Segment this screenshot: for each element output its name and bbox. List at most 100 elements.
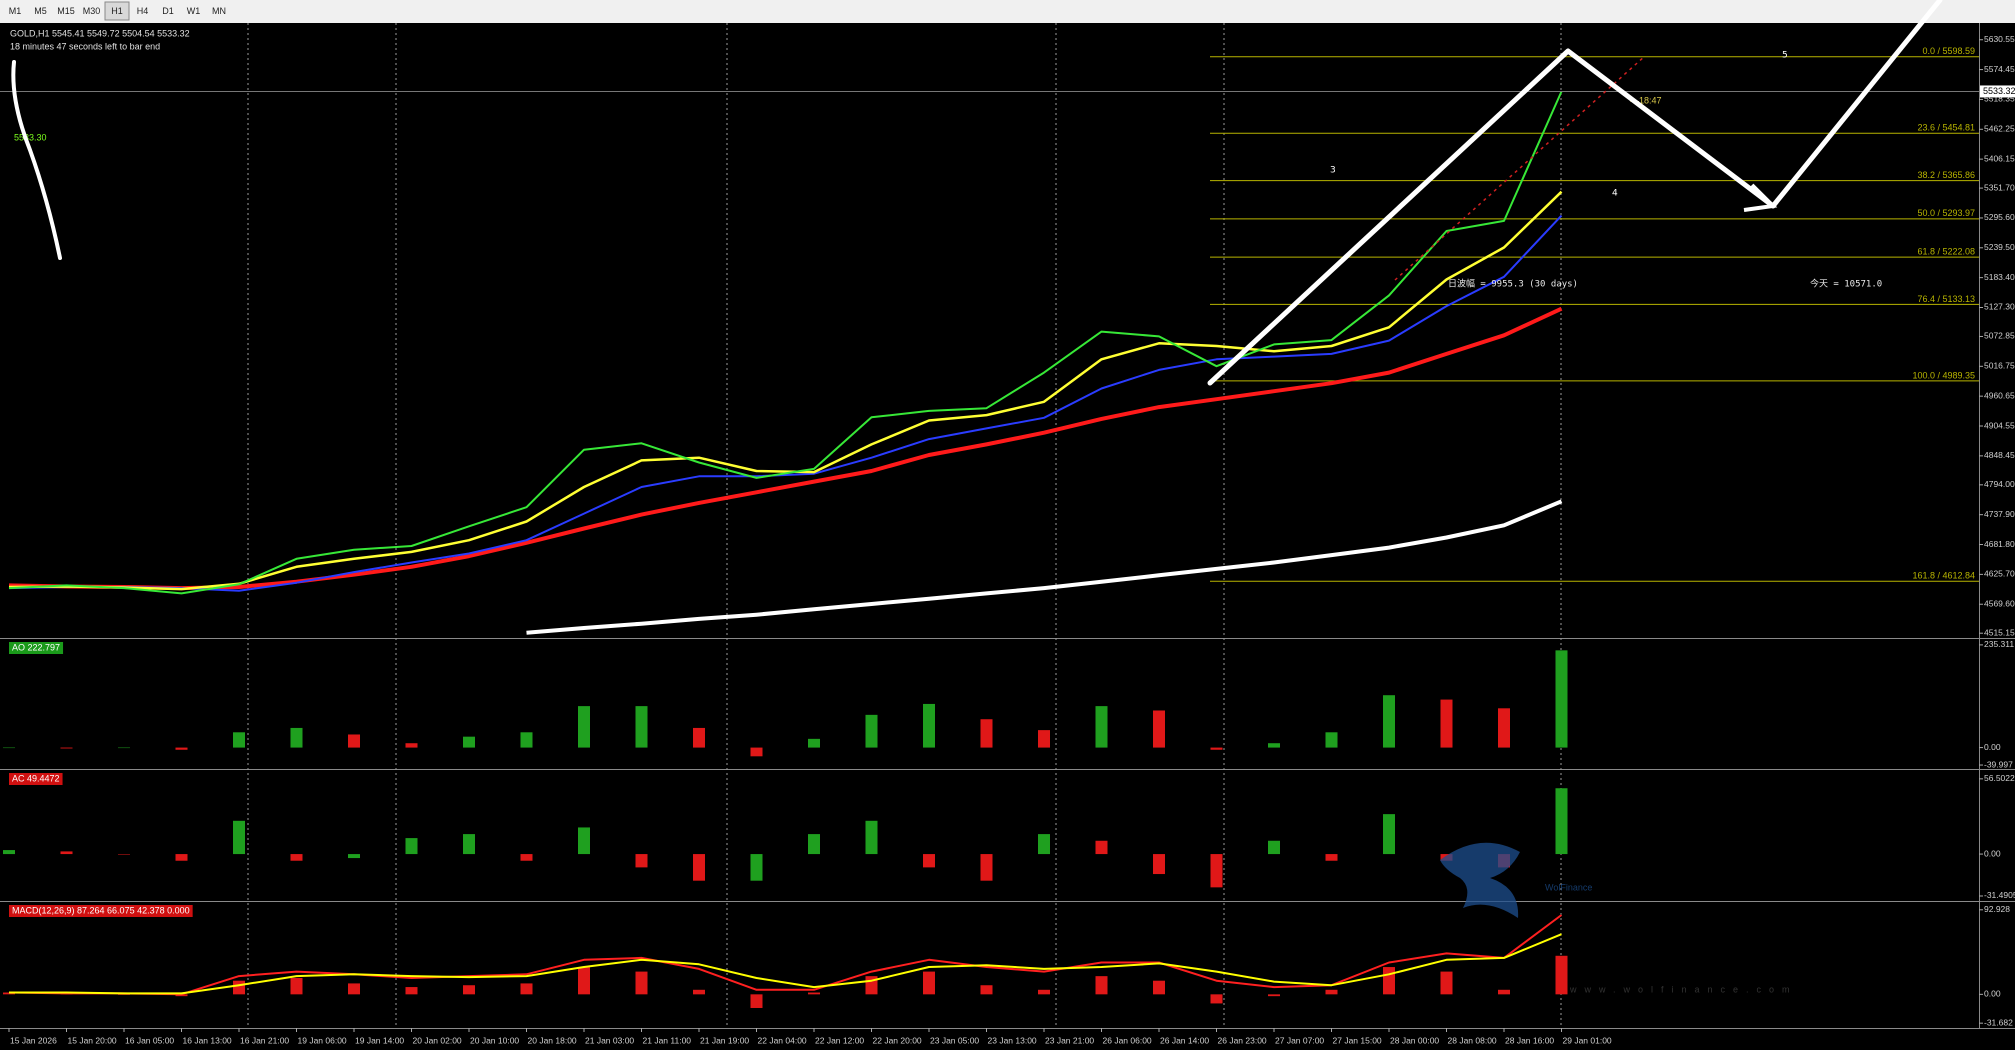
x-tick-label: 21 Jan 03:00 [585, 1035, 634, 1045]
timeframe-button[interactable] [79, 1, 104, 21]
histogram-bar [1440, 699, 1453, 748]
indicator-line [9, 933, 1562, 995]
histogram-bar [60, 851, 73, 855]
histogram-bar [175, 747, 188, 750]
toolbar [0, 0, 2015, 23]
histogram-bar [290, 727, 303, 748]
timeframe-button[interactable] [2, 1, 28, 21]
x-tick-label: 21 Jan 11:00 [643, 1035, 692, 1045]
timeframe-label[interactable]: MN [212, 6, 226, 16]
fib-label: 61.8 / 5222.08 [1917, 246, 1975, 256]
y-tick-label: 4515.15 [1984, 627, 2015, 637]
y-tick-label: 0.00 [1984, 989, 2001, 999]
indicator-label-box [9, 773, 63, 785]
timeframe-label[interactable]: M15 [57, 6, 75, 16]
histogram-bar [1268, 840, 1280, 855]
histogram-bar [1210, 994, 1223, 1004]
fib-label: 161.8 / 4612.84 [1912, 571, 1975, 581]
histogram-bar [1095, 840, 1108, 855]
histogram-bar [1498, 708, 1510, 748]
fib-label: 100.0 / 4989.35 [1912, 370, 1975, 380]
histogram-bar [1325, 854, 1338, 861]
bar-countdown: 18 minutes 47 seconds left to bar end [10, 41, 160, 51]
y-tick-label: 4960.65 [1984, 390, 2015, 400]
histogram-bar [980, 854, 993, 881]
histogram-bar [750, 747, 763, 757]
histogram-bar [980, 719, 993, 748]
fib-label: 76.4 / 5133.13 [1917, 294, 1975, 304]
today-range: 今天 = 10571.0 [1810, 278, 1882, 290]
timeframe-button[interactable] [28, 1, 53, 21]
timeframe-label[interactable]: M1 [9, 6, 22, 16]
timeframe-label[interactable]: M5 [34, 6, 47, 16]
timeframe-button[interactable] [155, 1, 181, 21]
timeframe-button[interactable] [181, 1, 206, 21]
histogram-bar [60, 747, 73, 749]
last-price-box [1980, 85, 2015, 98]
histogram-bar [233, 980, 245, 995]
y-tick-label: 5574.45 [1984, 64, 2015, 74]
y-tick-label: 5351.70 [1984, 182, 2015, 192]
x-tick-label: 15 Jan 2026 [10, 1035, 57, 1045]
y-tick-label: 0.00 [1984, 742, 2001, 752]
histogram-bar [923, 971, 935, 995]
histogram-bar [693, 854, 705, 881]
x-tick-label: 28 Jan 08:00 [1448, 1035, 1497, 1045]
y-tick-label: 4681.80 [1984, 539, 2015, 549]
x-tick-label: 27 Jan 15:00 [1333, 1035, 1382, 1045]
indicator-line [8, 306, 1563, 591]
bar-timer: —18:47 [1630, 95, 1662, 105]
histogram-bar [233, 820, 245, 855]
y-tick-label: 4737.90 [1984, 509, 2015, 519]
y-tick-label: 5518.35 [1984, 94, 2015, 104]
fib-label: 38.2 / 5365.86 [1917, 170, 1975, 180]
y-tick-label: 5462.25 [1984, 124, 2015, 134]
histogram-bar [1038, 730, 1050, 748]
histogram-bar [1153, 710, 1165, 748]
histogram-bar [233, 732, 245, 748]
x-tick-label: 16 Jan 05:00 [125, 1035, 174, 1045]
symbol-title: GOLD,H1 5545.41 5549.72 5504.54 5533.32 [10, 28, 190, 38]
histogram-bar [1325, 989, 1338, 995]
x-tick-label: 21 Jan 19:00 [700, 1035, 749, 1045]
x-tick-label: 27 Jan 07:00 [1275, 1035, 1324, 1045]
histogram-bar [118, 994, 130, 995]
wave-number: 3 [1330, 166, 1336, 176]
indicator-label: AO 222.797 [12, 642, 60, 652]
timeframe-label[interactable]: W1 [187, 6, 201, 16]
histogram-bar [1383, 967, 1395, 995]
timeframe-label[interactable]: M30 [83, 6, 101, 16]
indicator-label: MACD(12,26,9) 87.264 66.075 42.378 0.000 [12, 905, 190, 915]
plot: 5630.55 5574.45 5518.35 5462.25 5406.15 5351.… [0, 23, 2015, 1045]
histogram-bar [3, 850, 15, 855]
timeframe-label[interactable]: H4 [137, 6, 149, 16]
y-tick-label: -31.4905 [1984, 890, 2015, 900]
y-tick-label: 92.928 [1984, 904, 2010, 914]
timeframe-button[interactable] [130, 1, 155, 21]
timeframe-button[interactable] [104, 1, 130, 21]
indicator-label-box [9, 642, 64, 654]
histogram-bar [635, 854, 648, 868]
x-tick-label: 28 Jan 00:00 [1390, 1035, 1439, 1045]
histogram-bar [1555, 955, 1568, 995]
y-tick-label: 5295.60 [1984, 212, 2015, 222]
wave-arrowhead [1743, 183, 1778, 212]
timeframe-button[interactable] [206, 1, 232, 21]
histogram-bar [290, 854, 303, 861]
x-tick-label: 16 Jan 13:00 [183, 1035, 232, 1045]
y-tick-label: 235.311 [1984, 639, 2014, 649]
timeframe-label[interactable]: D1 [162, 6, 174, 16]
x-tick-label: 15 Jan 20:00 [68, 1035, 117, 1045]
histogram-bar [405, 838, 418, 855]
y-tick-label: 5127.30 [1984, 302, 2015, 312]
x-tick-label: 20 Jan 02:00 [413, 1035, 462, 1045]
overlays: GOLD,H1 5545.41 5549.72 5504.54 5533.32 1… [9, 0, 1943, 994]
y-tick-label: 4848.45 [1984, 450, 2015, 460]
histogram-bar [750, 854, 763, 881]
timeframe-label[interactable]: H1 [111, 6, 123, 16]
histogram-bar [290, 977, 303, 995]
histogram-bar [865, 714, 878, 748]
timeframe-button[interactable] [53, 1, 79, 21]
wave-number: 4 [1612, 189, 1618, 199]
histogram-bar [1095, 706, 1108, 748]
